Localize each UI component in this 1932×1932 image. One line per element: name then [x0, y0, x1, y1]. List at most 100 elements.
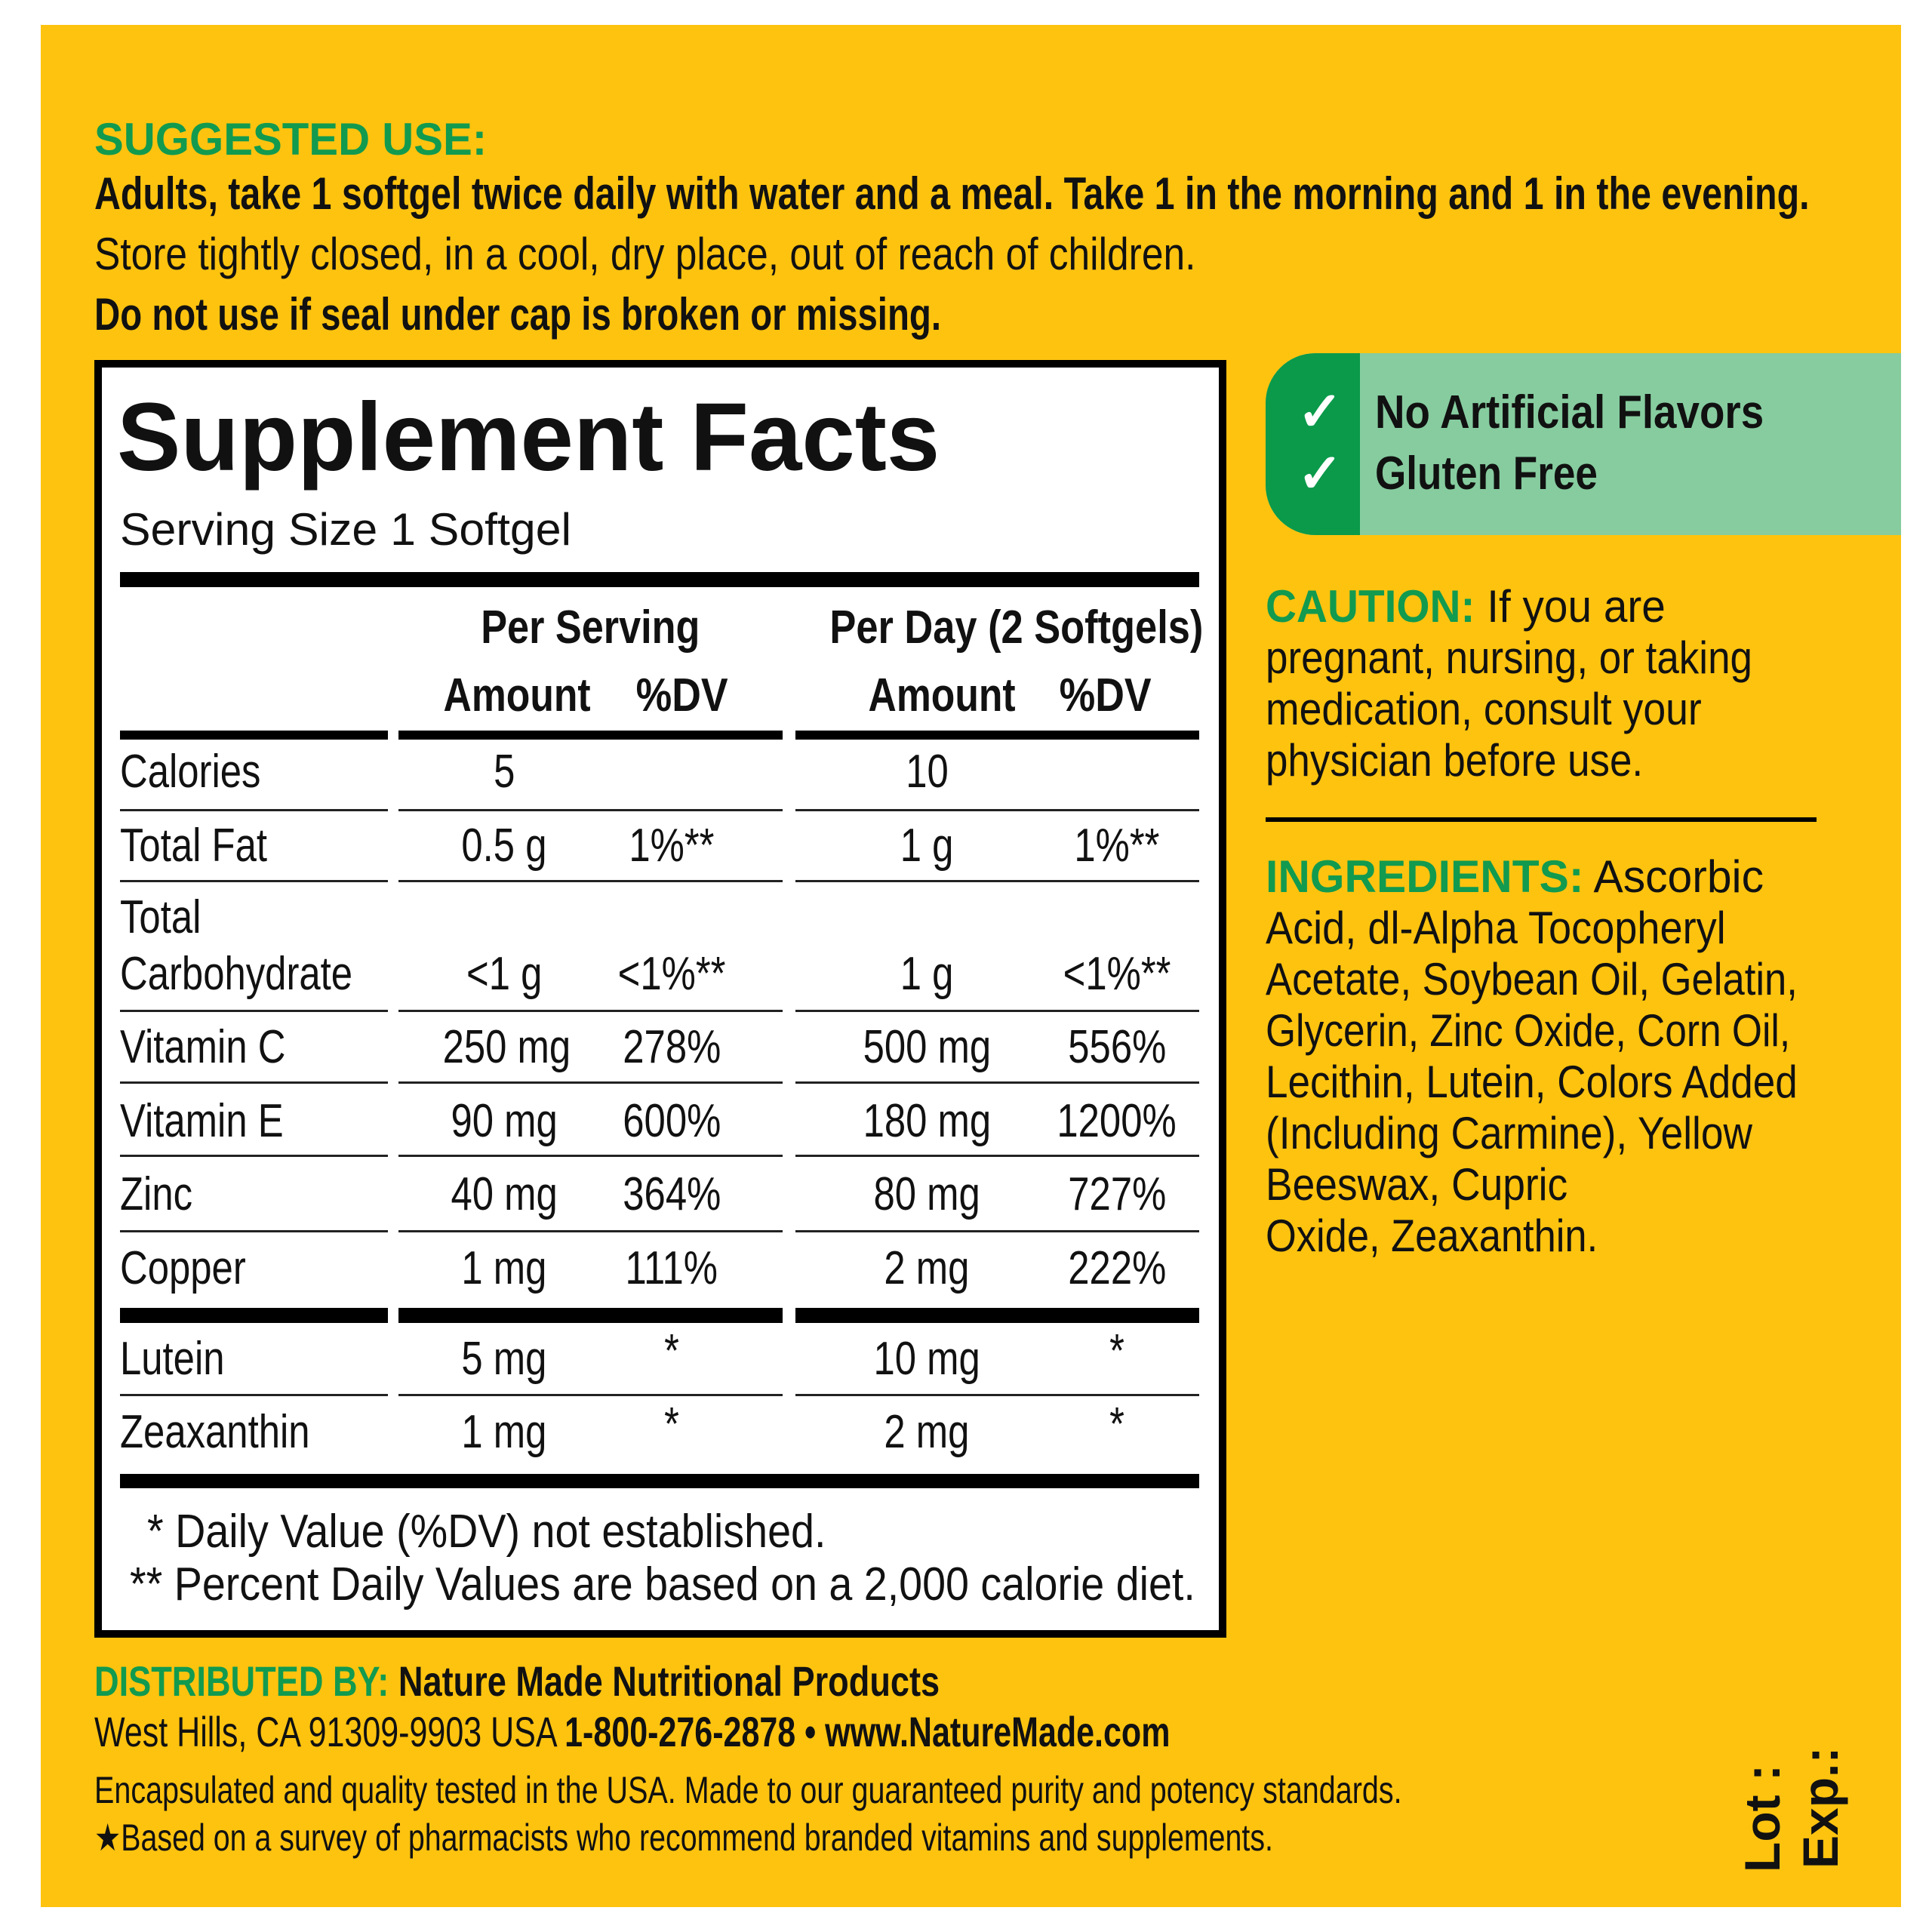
ps-dv-value: 364% [622, 1168, 721, 1220]
contact-line: West Hills, CA 91309-9903 USA 1-800-276-… [94, 1707, 1495, 1757]
row-divider [120, 1394, 388, 1396]
divider [1266, 817, 1817, 822]
header-dv: %DV [607, 667, 758, 724]
ps-dv-value: * [664, 1398, 679, 1451]
header-amount-day: Amount [854, 667, 1016, 724]
ps-dv-value: * [664, 1325, 679, 1377]
ingredients-line: Oxide, Zeaxanthin. [1266, 1211, 1646, 1262]
ps-amount-value: 1 mg [461, 1242, 547, 1294]
pd-dv-value: <1%** [1063, 948, 1171, 1000]
address: West Hills, CA 91309-9903 USA [94, 1708, 565, 1755]
thick-divider [398, 1308, 783, 1323]
ingredients-text: Ascorbic [1583, 851, 1764, 902]
footnote-text: ** Percent Daily Values are based on a 2… [130, 1558, 1195, 1611]
row-divider [398, 1010, 783, 1012]
row-divider [398, 1394, 783, 1396]
pd-amount-value: 2 mg [884, 1242, 970, 1294]
ingredients-line: Acid, dl-Alpha Tocopheryl [1266, 903, 1776, 954]
heading-text: SUGGESTED USE: [94, 114, 488, 165]
header-text: Amount [443, 669, 591, 721]
row-divider [795, 1155, 1199, 1157]
thick-divider [120, 1308, 388, 1323]
serving-size-text: Serving Size 1 Softgel [120, 504, 572, 555]
header-per-serving: Per Serving [398, 599, 783, 657]
nutrient-label: Total Fat [120, 820, 267, 872]
pd-amount-value: 80 mg [873, 1168, 980, 1220]
instruction-text: Adults, take 1 softgel twice daily with … [94, 168, 1810, 219]
ingredients-line: (Including Carmine), Yellow [1266, 1108, 1814, 1159]
header-text: Per Day (2 Softgels) [829, 601, 1204, 654]
nutrient-label: Zinc [120, 1168, 193, 1220]
ps-dv-value: 111% [625, 1242, 718, 1294]
header-divider [398, 731, 783, 740]
distributor-name: Nature Made Nutritional Products [389, 1657, 940, 1705]
suggested-use-line1: Adults, take 1 softgel twice daily with … [94, 168, 1932, 220]
ps-amount-value: 5 [493, 746, 515, 798]
pd-amount-value: 1 g [900, 948, 954, 1000]
header-text: Amount [868, 669, 1016, 721]
ps-amount-value: 250 mg [442, 1021, 571, 1073]
ingredients-text: Acetate, Soybean Oil, Gelatin, [1266, 954, 1798, 1004]
caution-text: medication, consult your [1266, 684, 1702, 734]
header-text: %DV [1059, 669, 1152, 721]
header-text: %DV [635, 669, 729, 721]
website-link[interactable]: www.NatureMade.com [825, 1708, 1171, 1755]
row-divider [398, 880, 783, 882]
note-text: ★Based on a survey of pharmacists who re… [94, 1817, 1273, 1859]
row-divider [120, 1155, 388, 1157]
caution-text: pregnant, nursing, or taking [1266, 632, 1753, 683]
claim-text: Gluten Free [1375, 448, 1598, 500]
row-divider [398, 1230, 783, 1232]
checkmark-icon: ✓ [1297, 382, 1343, 442]
header-divider [120, 731, 388, 740]
ingredients-line: Acetate, Soybean Oil, Gelatin, [1266, 954, 1872, 1005]
header-divider [795, 731, 1199, 740]
ps-dv-value: 1%** [629, 820, 715, 872]
caution-line: CAUTION: If you are [1266, 581, 1688, 632]
bottom-divider [120, 1474, 1199, 1488]
caution-text: If you are [1475, 581, 1666, 632]
pd-amount-value: 500 mg [863, 1021, 991, 1073]
row-divider [795, 1230, 1199, 1232]
storage-text: Store tightly closed, in a cool, dry pla… [94, 229, 1196, 279]
thick-divider [120, 572, 1199, 587]
ps-amount-value: 40 mg [451, 1168, 558, 1220]
pd-dv-value: * [1109, 1325, 1124, 1377]
ps-amount-value: <1 g [466, 948, 543, 1000]
header-per-day: Per Day (2 Softgels) [795, 599, 1203, 657]
pd-dv-value: 727% [1067, 1168, 1167, 1220]
pd-dv-value: * [1109, 1398, 1124, 1451]
note-text: Encapsulated and quality tested in the U… [94, 1769, 1402, 1811]
header-dv-day: %DV [1030, 667, 1181, 724]
phone-number: 1-800-276-2878 [565, 1708, 796, 1755]
ingredients-text: Beeswax, Cupric [1266, 1159, 1568, 1210]
ingredients-line: INGREDIENTS: Ascorbic [1266, 851, 1774, 903]
row-divider [120, 1081, 388, 1084]
serving-size: Serving Size 1 Softgel [120, 501, 571, 558]
nutrient-label: Vitamin C [120, 1021, 286, 1073]
ps-dv-value: 600% [622, 1095, 721, 1147]
ps-amount-value: 90 mg [451, 1095, 558, 1147]
ingredients-text: Acid, dl-Alpha Tocopheryl [1266, 903, 1726, 953]
suggested-use-line3: Do not use if seal under cap is broken o… [94, 288, 1166, 341]
row-divider [120, 1010, 388, 1012]
row-divider [398, 1081, 783, 1084]
distributor-heading: DISTRIBUTED BY: [94, 1657, 389, 1705]
nutrient-label: Lutein [120, 1333, 225, 1385]
claim-text: No Artificial Flavors [1375, 386, 1764, 438]
suggested-use-line2: Store tightly closed, in a cool, dry pla… [94, 228, 1378, 281]
ingredients-line: Glycerin, Zinc Oxide, Corn Oil, [1266, 1005, 1877, 1057]
footnote-text: * Daily Value (%DV) not established. [147, 1506, 826, 1558]
seal-warning-text: Do not use if seal under cap is broken o… [94, 289, 942, 340]
ps-amount-value: 5 mg [461, 1333, 547, 1385]
nutrient-label: Zeaxanthin [120, 1406, 310, 1458]
ps-amount-value: 1 mg [461, 1406, 547, 1458]
row-divider [120, 1230, 388, 1232]
badge-accent [1266, 353, 1360, 535]
row-divider [120, 809, 388, 811]
pd-amount-value: 180 mg [863, 1095, 991, 1147]
caution-line: medication, consult your [1266, 684, 1754, 735]
pd-dv-value: 222% [1067, 1242, 1167, 1294]
row-divider [795, 1081, 1199, 1084]
pd-amount-value: 1 g [900, 820, 954, 872]
